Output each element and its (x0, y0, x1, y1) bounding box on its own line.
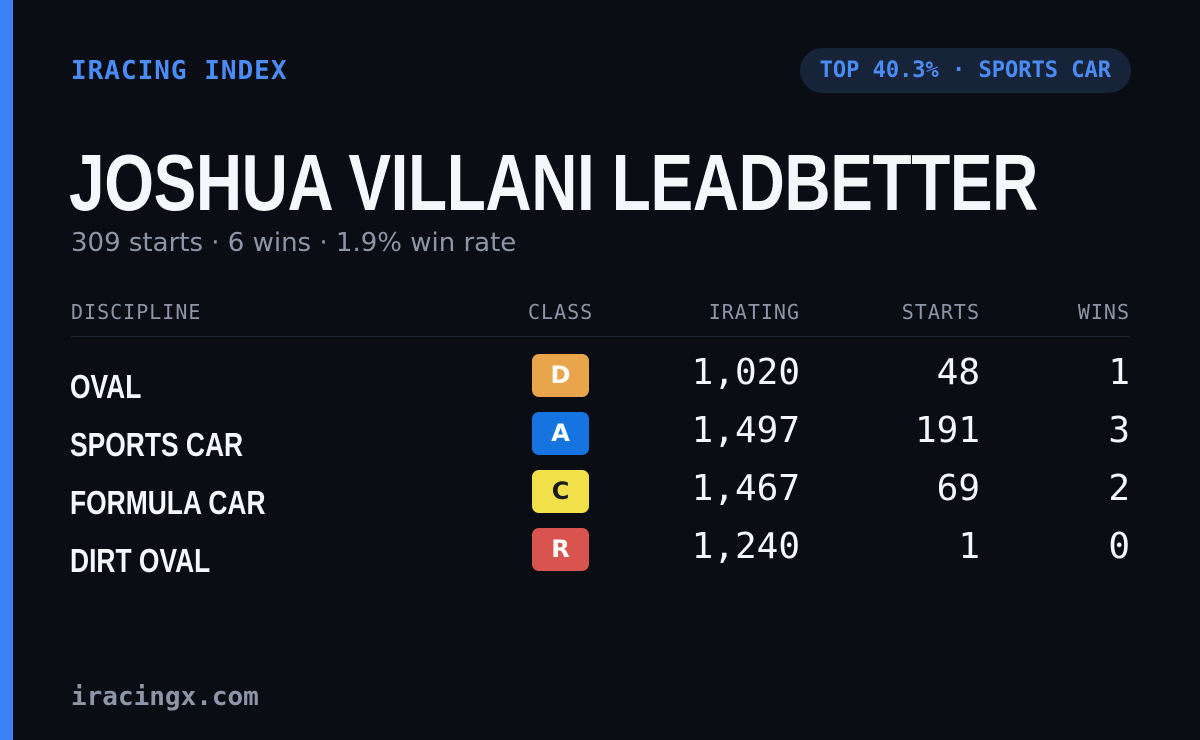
irating-value: 1,467 (691, 468, 800, 509)
table-row: FORMULA CAR C 1,467 69 2 (0, 468, 1200, 534)
accent-bar (0, 0, 13, 740)
column-header-class: CLASS (528, 300, 594, 324)
site-url: iracingx.com (71, 682, 259, 712)
wins-value: 3 (1108, 410, 1130, 451)
wins-value: 2 (1108, 468, 1130, 509)
rank-badge: TOP 40.3% · SPORTS CAR (799, 48, 1131, 93)
wins-value: 0 (1108, 526, 1130, 567)
driver-name: JOSHUA VILLANI LEADBETTER (69, 138, 1038, 227)
brand-title: IRACING INDEX (71, 56, 288, 86)
discipline-label: DIRT OVAL (70, 542, 211, 579)
wins-value: 1 (1108, 352, 1130, 393)
irating-value: 1,240 (691, 526, 800, 567)
column-header-discipline: DISCIPLINE (71, 300, 202, 324)
table-row: OVAL D 1,020 48 1 (0, 352, 1200, 418)
starts-value: 69 (936, 468, 980, 509)
starts-value: 48 (936, 352, 980, 393)
discipline-label: SPORTS CAR (70, 426, 244, 463)
column-header-starts: STARTS (901, 300, 980, 324)
license-class-badge: D (532, 354, 589, 397)
table-divider (71, 336, 1130, 337)
table-row: DIRT OVAL R 1,240 1 0 (0, 526, 1200, 592)
column-header-irating: IRATING (708, 300, 800, 324)
license-class-badge: C (532, 470, 589, 513)
starts-value: 191 (914, 410, 980, 451)
discipline-label: FORMULA CAR (70, 484, 266, 521)
license-class-badge: R (532, 528, 589, 571)
license-class-badge: A (532, 412, 589, 455)
discipline-label: OVAL (70, 368, 142, 405)
irating-value: 1,497 (691, 410, 800, 451)
starts-value: 1 (958, 526, 980, 567)
column-header-wins: WINS (1077, 300, 1130, 324)
driver-summary: 309 starts · 6 wins · 1.9% win rate (71, 228, 517, 258)
table-row: SPORTS CAR A 1,497 191 3 (0, 410, 1200, 476)
irating-value: 1,020 (691, 352, 800, 393)
